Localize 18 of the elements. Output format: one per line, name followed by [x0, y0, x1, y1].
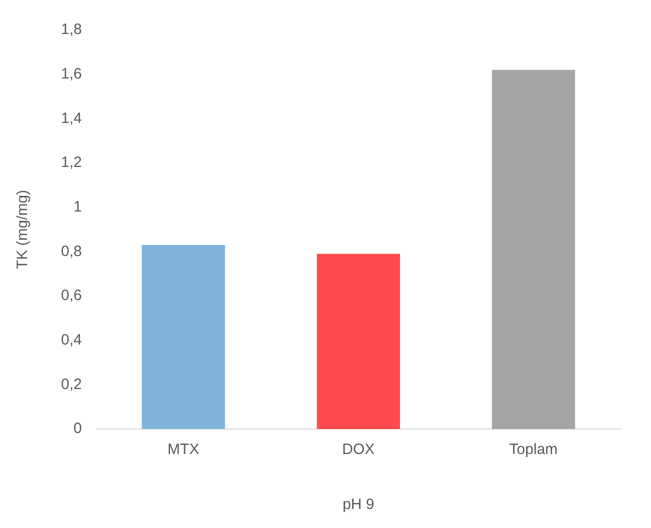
y-axis-title: TK (mg/mg)	[14, 190, 32, 270]
y-tick-label: 0,2	[60, 376, 82, 393]
y-tick-label: 1,2	[60, 154, 82, 172]
x-tick-label: Toplam	[509, 441, 558, 458]
bar	[316, 254, 400, 429]
y-tick-label: 1	[74, 198, 82, 216]
y-tick-label: 0,6	[60, 287, 82, 304]
bar	[492, 70, 576, 429]
bar	[142, 245, 225, 429]
x-axis-title: pH 9	[342, 496, 374, 514]
y-tick-label: 0,8	[60, 242, 82, 260]
y-tick-label: 0	[74, 420, 82, 438]
y-tick-label: 1,6	[60, 65, 82, 82]
y-tick-label: 0,4	[60, 331, 82, 348]
x-tick-label: MTX	[168, 441, 200, 458]
y-tick-label: 1,4	[60, 110, 82, 127]
x-tick-label: DOX	[342, 441, 375, 458]
y-tick-label: 1,8	[60, 21, 82, 38]
